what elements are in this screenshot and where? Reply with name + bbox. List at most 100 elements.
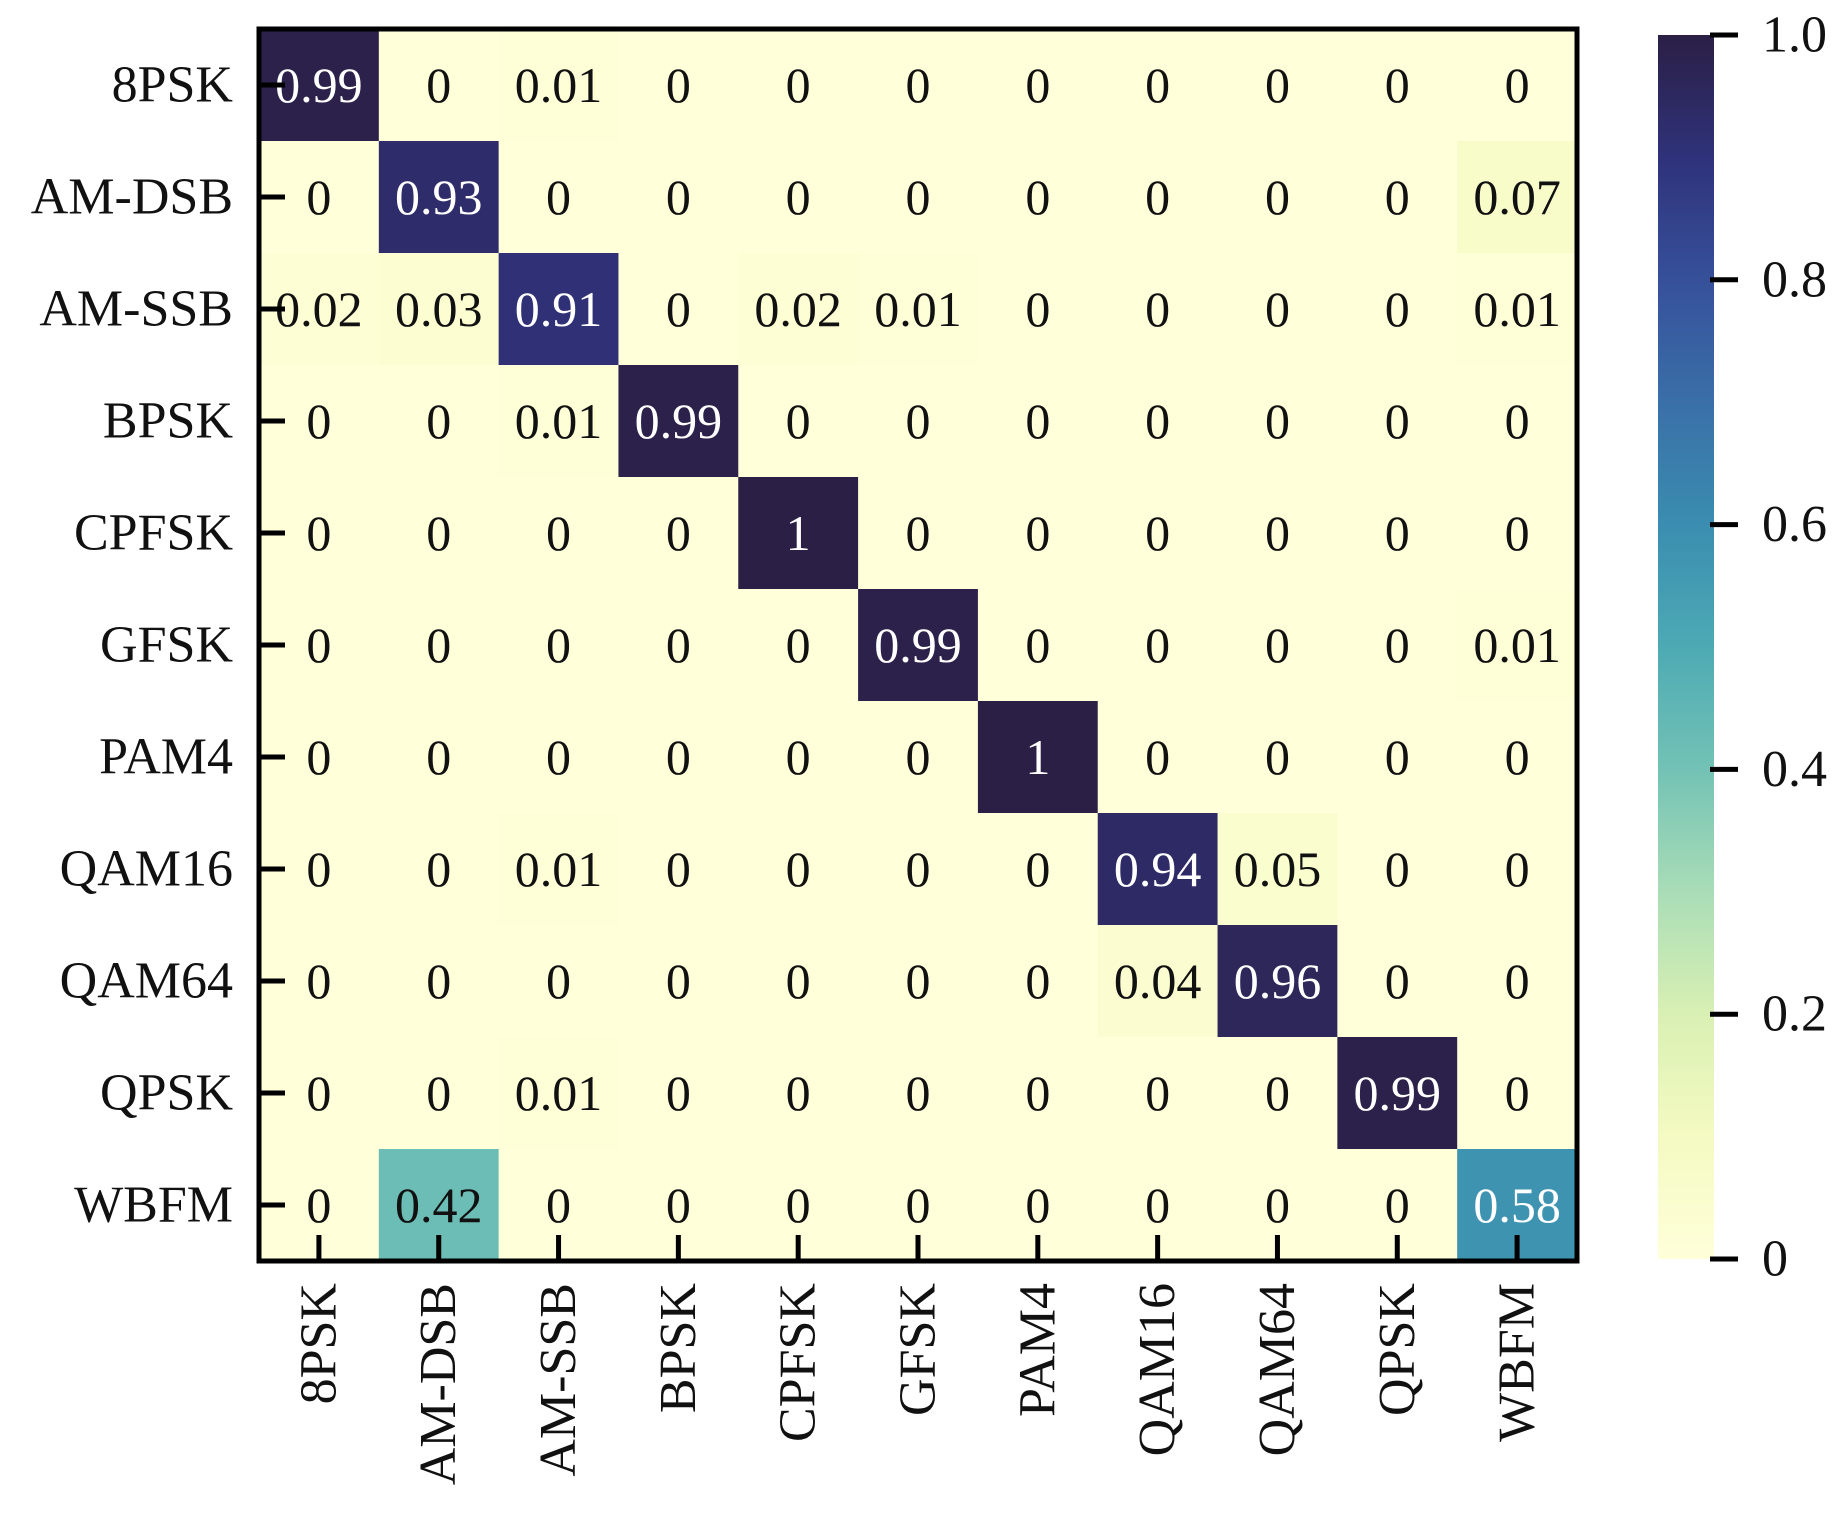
heatmap-cell <box>618 365 739 478</box>
cell-value-label: 0 <box>1265 281 1290 337</box>
cell-value-label: 0 <box>1145 393 1170 449</box>
heatmap-cell <box>1097 925 1219 1038</box>
heatmap-cell <box>498 1037 620 1150</box>
cell-value-label: 0 <box>906 57 931 113</box>
cell-value-label: 0.58 <box>1473 1177 1561 1233</box>
cell-value-label: 0 <box>786 617 811 673</box>
heatmap-cell <box>738 701 859 814</box>
cell-value-label: 0 <box>1145 1065 1170 1121</box>
heatmap-cell <box>498 365 620 478</box>
heatmap-cell <box>977 589 1099 702</box>
cell-value-label: 0 <box>906 505 931 561</box>
cell-value-label: 0 <box>1505 393 1530 449</box>
heatmap-cell <box>618 477 739 590</box>
cell-value-label: 1 <box>1025 729 1050 785</box>
heatmap-cell <box>498 477 620 590</box>
heatmap-cell <box>1217 477 1338 590</box>
heatmap-cell <box>858 925 979 1038</box>
cell-value-label: 0 <box>306 953 331 1009</box>
cell-value-label: 0 <box>666 617 691 673</box>
colorbar-tick-label: 0 <box>1762 1231 1788 1288</box>
cell-value-label: 0 <box>666 729 691 785</box>
y-tick-label: PAM4 <box>99 729 233 786</box>
heatmap-cell <box>378 813 500 926</box>
cell-value-label: 0 <box>426 729 451 785</box>
colorbar: 0 0.2 0.4 0.6 0.8 1.0 <box>1658 7 1827 1288</box>
heatmap-cell <box>858 477 979 590</box>
cell-value-label: 0 <box>546 1177 571 1233</box>
cell-value-label: 0 <box>666 841 691 897</box>
cell-value-label: 0 <box>906 169 931 225</box>
heatmap-cell <box>977 477 1099 590</box>
cell-value-label: 0 <box>1025 57 1050 113</box>
heatmap-cell <box>738 477 859 590</box>
heatmap-cell <box>618 589 739 702</box>
heatmap-cell <box>858 141 979 254</box>
heatmap-cell <box>1457 141 1578 254</box>
heatmap-cell <box>977 1037 1099 1150</box>
cell-value-label: 0.42 <box>395 1177 483 1233</box>
heatmap-cells <box>259 29 1578 1262</box>
cell-value-label: 0 <box>546 505 571 561</box>
heatmap-cell <box>498 253 620 366</box>
heatmap-cell <box>1457 365 1578 478</box>
cell-value-label: 0.02 <box>275 281 363 337</box>
heatmap-cell <box>977 253 1099 366</box>
cell-value-label: 0 <box>1505 505 1530 561</box>
colorbar-tick-label: 0.8 <box>1762 251 1827 308</box>
cell-value-label: 0.01 <box>515 57 603 113</box>
cell-value-label: 0 <box>906 1177 931 1233</box>
heatmap-cell <box>738 589 859 702</box>
y-tick-label: QAM64 <box>60 953 233 1010</box>
cell-value-label: 0.99 <box>275 57 363 113</box>
heatmap-cell <box>1337 477 1458 590</box>
heatmap-cell <box>1097 29 1219 142</box>
x-tick-label: CPFSK <box>770 1283 827 1442</box>
cell-value-label: 0 <box>786 1177 811 1233</box>
y-tick-label: GFSK <box>100 617 233 674</box>
heatmap-cell <box>618 141 739 254</box>
heatmap-cell <box>1457 701 1578 814</box>
heatmap-cell <box>858 589 979 702</box>
cell-value-label: 0 <box>906 1065 931 1121</box>
heatmap-cell <box>858 365 979 478</box>
cell-value-label: 0 <box>1145 281 1170 337</box>
heatmap-cell <box>858 701 979 814</box>
cell-value-label: 0 <box>1265 729 1290 785</box>
heatmap-cell <box>1097 253 1219 366</box>
heatmap-cell <box>618 29 739 142</box>
cell-value-label: 0.01 <box>515 1065 603 1121</box>
heatmap-cell <box>1097 477 1219 590</box>
colorbar-tick-label: 0.4 <box>1762 741 1827 798</box>
heatmap-cell <box>738 141 859 254</box>
cell-value-label: 0 <box>1145 169 1170 225</box>
x-tick-label: 8PSK <box>290 1283 347 1405</box>
x-tick-label: QAM16 <box>1129 1283 1186 1456</box>
heatmap-cell <box>858 813 979 926</box>
cell-value-label: 0.03 <box>395 281 483 337</box>
heatmap-cell <box>1097 365 1219 478</box>
cell-value-label: 0 <box>306 1177 331 1233</box>
cell-value-label: 0 <box>306 729 331 785</box>
heatmap-cell <box>498 925 620 1038</box>
heatmap-cell <box>1217 29 1338 142</box>
heatmap-cell <box>1217 813 1338 926</box>
heatmap-cell <box>1217 1037 1338 1150</box>
cell-value-label: 0 <box>426 953 451 1009</box>
cell-value-label: 0.91 <box>515 281 603 337</box>
x-tick-label: QPSK <box>1369 1283 1426 1416</box>
heatmap-cell <box>1097 701 1219 814</box>
heatmap-cell <box>1217 589 1338 702</box>
heatmap-cell <box>378 141 500 254</box>
cell-value-label: 0 <box>1385 729 1410 785</box>
cell-value-label: 0 <box>1385 953 1410 1009</box>
y-tick-label: WBFM <box>74 1177 233 1234</box>
heatmap-cell <box>378 1037 500 1150</box>
cell-value-label: 0.01 <box>1473 281 1561 337</box>
heatmap-cell <box>1457 925 1578 1038</box>
x-tick-label: BPSK <box>650 1283 707 1414</box>
x-tick-label: PAM4 <box>1009 1283 1066 1417</box>
cell-value-label: 0 <box>426 1065 451 1121</box>
cell-value-label: 0.93 <box>395 169 483 225</box>
cell-value-label: 0 <box>546 953 571 1009</box>
